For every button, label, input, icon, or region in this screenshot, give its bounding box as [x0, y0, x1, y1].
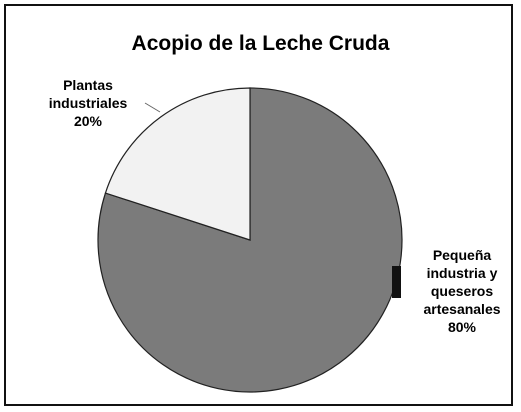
slice-label: Plantas industriales 20%: [32, 76, 144, 130]
category-label: Pequeña industria y queseros artesanales: [423, 247, 501, 317]
leader-mark: [392, 266, 401, 298]
leader-line: [144, 102, 161, 113]
slice-label: Pequeña industria y queseros artesanales…: [408, 246, 516, 336]
category-label: Plantas industriales: [48, 77, 128, 111]
chart-title: Acopio de la Leche Cruda: [131, 32, 390, 55]
pie-slice: [104, 87, 251, 241]
chart-frame: [4, 4, 513, 406]
value-label: 80%: [447, 319, 477, 335]
value-label: 20%: [73, 113, 103, 129]
